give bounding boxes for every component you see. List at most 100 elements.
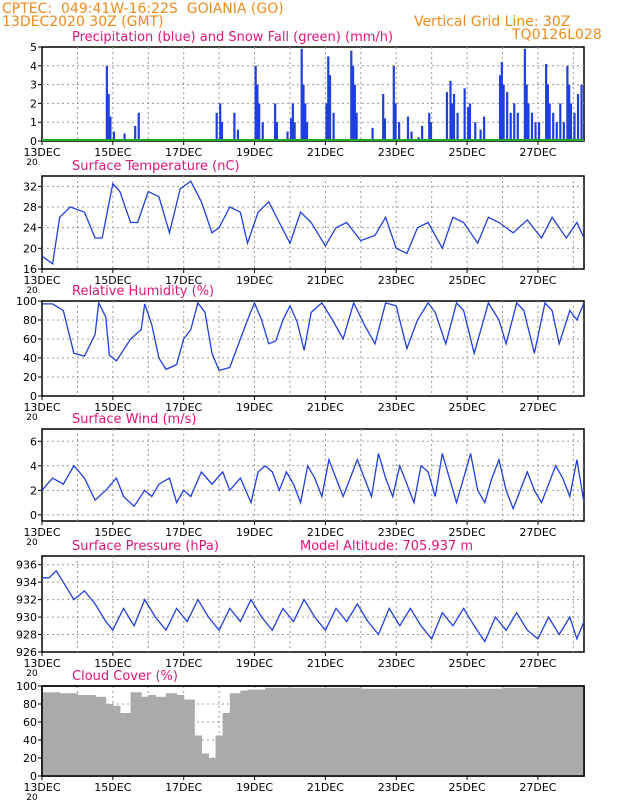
precipitation-bar <box>286 131 289 141</box>
cloud-cover-bar <box>59 693 78 776</box>
precipitation-bar <box>566 65 569 141</box>
x-tick-label: 19DEC <box>236 401 273 414</box>
plot-frame <box>41 300 585 397</box>
precipitation-bar <box>105 65 108 141</box>
chart-title: Surface Pressure (hPa) <box>72 539 219 554</box>
header-run-id: TQ0126L028 <box>512 27 602 43</box>
cloud-cover-bar <box>176 695 185 776</box>
y-tick-label: 24 <box>23 222 37 235</box>
precipitation-bar <box>463 88 466 141</box>
cloud-cover-bar <box>119 713 132 776</box>
y-tick-label: 20 <box>23 752 37 765</box>
x-tick-label: 27DEC <box>519 401 556 414</box>
precipitation-bar <box>451 103 454 141</box>
precipitation-bar <box>382 94 385 141</box>
precipitation-bar <box>304 103 307 141</box>
chart-title: Surface Wind (m/s) <box>72 412 196 427</box>
precipitation-bar <box>545 63 548 141</box>
year-label: 20 <box>26 538 38 548</box>
cloud-cover-bar <box>148 695 156 776</box>
x-tick-label: 27DEC <box>519 274 556 287</box>
precipitation-bar <box>233 112 236 141</box>
precipitation-bar <box>474 122 477 141</box>
x-tick-label: 13DEC <box>23 657 60 670</box>
year-label: 20 <box>26 793 38 800</box>
precipitation-bar <box>112 131 116 141</box>
chart-title: Precipitation (blue) and Snow Fall (gree… <box>72 30 393 45</box>
x-tick-label: 23DEC <box>378 526 415 539</box>
y-tick-label: 20 <box>23 242 37 255</box>
cloud-cover-bar <box>77 695 96 776</box>
x-tick-label: 17DEC <box>165 401 202 414</box>
x-tick-label: 19DEC <box>236 526 273 539</box>
precipitation-bar <box>576 94 580 141</box>
plot-frame <box>41 175 585 270</box>
x-tick-label: 15DEC <box>94 401 131 414</box>
precipitation-bar <box>256 84 259 141</box>
precipitation-bar <box>548 103 551 141</box>
precipitation-bar <box>291 103 294 141</box>
x-tick-label: 15DEC <box>94 657 131 670</box>
y-tick-label: 100 <box>16 295 37 308</box>
x-tick-label: 23DEC <box>378 146 415 159</box>
cloud-cover-bar <box>215 735 224 776</box>
y-tick-label: 926 <box>16 646 37 659</box>
precipitation-bar <box>107 94 110 141</box>
cloud-cover-bar <box>289 687 326 776</box>
precipitation-bar <box>300 48 303 141</box>
precipitation-bar <box>123 133 126 141</box>
precipitation-bar <box>523 48 526 141</box>
precipitation-bar <box>325 103 328 141</box>
x-tick-label: 21DEC <box>307 526 344 539</box>
x-tick-label: 27DEC <box>519 526 556 539</box>
temperature-chart: 16 20 24 28 32 13DEC 15DEC 17DEC 19DEC 21DEC 23DEC… <box>23 159 585 296</box>
precipitation-bar <box>445 92 449 141</box>
x-tick-label: 13DEC <box>23 274 60 287</box>
x-tick-label: 23DEC <box>378 401 415 414</box>
cloud-cover-bar <box>537 686 574 776</box>
cloud-cover-bar <box>247 689 256 776</box>
precipitation-bar <box>134 125 137 141</box>
x-tick-label: 13DEC <box>23 781 60 794</box>
x-tick-label: 15DEC <box>94 274 131 287</box>
y-tick-label: 20 <box>23 371 37 384</box>
y-tick-label: 932 <box>16 594 37 607</box>
y-tick-label: 4 <box>30 460 37 473</box>
x-tick-label: 15DEC <box>94 526 131 539</box>
x-tick-label: 27DEC <box>519 146 556 159</box>
precipitation-bar <box>327 56 330 141</box>
y-tick-label: 0 <box>30 770 37 783</box>
precipitation-bar <box>332 112 335 141</box>
precipitation-bar <box>568 84 571 141</box>
precipitation-bar <box>392 65 395 141</box>
precipitation-bar <box>573 112 576 141</box>
y-tick-label: 2 <box>30 97 37 110</box>
y-tick-label: 6 <box>30 435 37 448</box>
precipitation-bar <box>516 112 519 141</box>
chart-title: Cloud Cover (%) <box>72 669 178 684</box>
y-tick-label: 3 <box>30 79 37 92</box>
precipitation-bar <box>274 103 277 141</box>
x-tick-label: 23DEC <box>378 657 415 670</box>
chart-title: Surface Temperature (nC) <box>72 159 240 174</box>
x-tick-label: 21DEC <box>307 401 344 414</box>
precipitation-bar <box>552 112 555 141</box>
x-tick-label: 13DEC <box>23 146 60 159</box>
y-tick-label: 936 <box>16 559 37 572</box>
precipitation-bar <box>506 92 509 141</box>
cloud-cover-bar <box>431 688 468 776</box>
precipitation-bar <box>275 122 279 141</box>
cloud-cover-bar <box>396 688 433 776</box>
precipitation-bar <box>258 103 261 141</box>
precipitation-bar <box>525 84 528 141</box>
series-line <box>41 180 585 265</box>
cloud-cover-bar <box>254 689 266 776</box>
x-tick-label: 19DEC <box>236 146 273 159</box>
x-tick-label: 17DEC <box>165 657 202 670</box>
cloud-cover-bar <box>130 692 142 776</box>
precipitation-bar <box>371 127 374 141</box>
x-tick-label: 15DEC <box>94 781 131 794</box>
precipitation-bar <box>220 122 224 141</box>
cloud-cover-bar <box>112 705 121 776</box>
